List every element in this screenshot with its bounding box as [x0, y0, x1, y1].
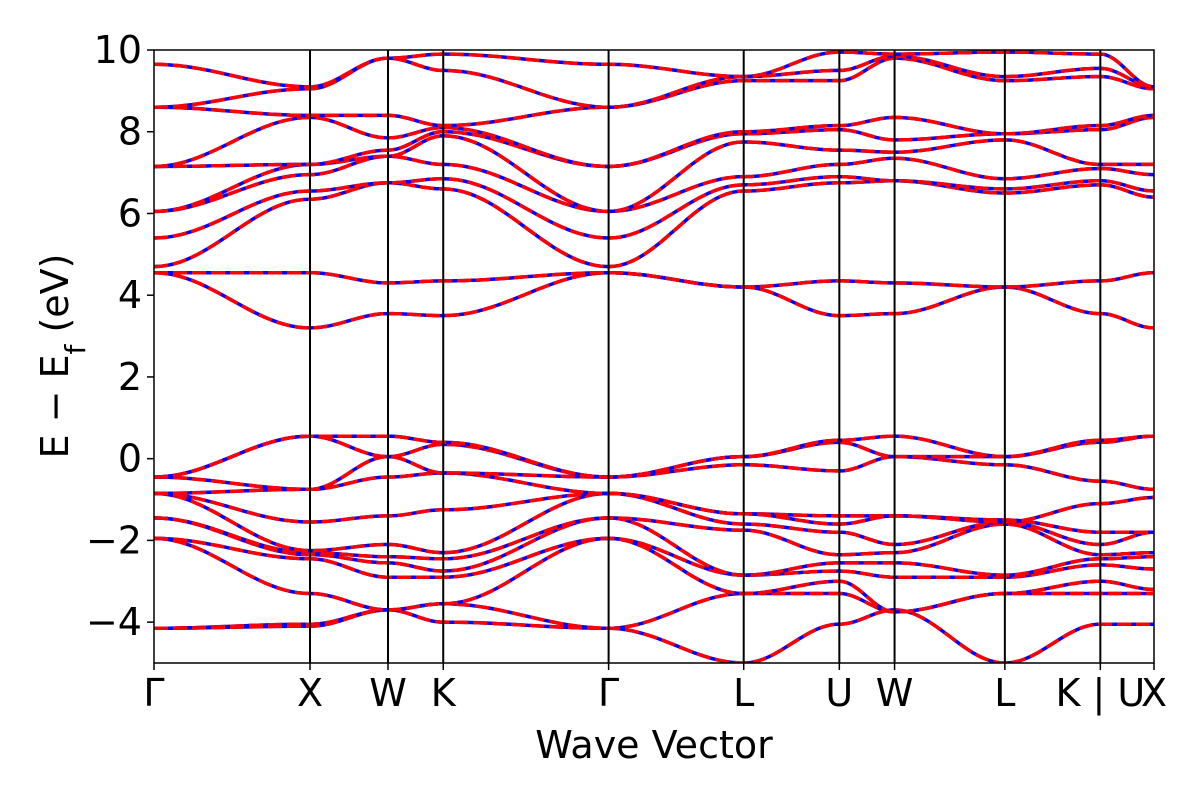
x-tick-label: W: [369, 671, 407, 715]
x-tick-label: Γ: [598, 671, 619, 715]
y-axis-label-prefix: E − E: [33, 354, 77, 458]
y-axis-label-subscript: f: [59, 343, 92, 354]
plot-frame: [153, 49, 1155, 664]
x-tick-label: X: [1141, 671, 1167, 715]
x-tick-label: W: [876, 671, 914, 715]
band-line-primary-16: [154, 174, 1154, 240]
band-line-primary-18: [154, 134, 1154, 214]
kpoint-lines: [309, 50, 1102, 663]
x-tick-label: U: [825, 671, 853, 715]
x-axis-label: Wave Vector: [535, 723, 773, 767]
x-tick-label: K: [431, 671, 457, 715]
y-axis-label: E − Ef (eV): [33, 254, 92, 459]
y-tick-label: 8: [118, 110, 142, 154]
band-line-primary-4: [154, 536, 1154, 579]
y-tick-label: 6: [118, 191, 142, 235]
x-tick-label: L: [733, 671, 754, 715]
band-line-primary-2: [154, 608, 1154, 663]
x-tick-label: Γ: [143, 671, 164, 715]
y-tick-label: 10: [94, 28, 142, 72]
y-axis-ticks: −4 −2 0 2 4 6 8 10: [86, 28, 154, 644]
y-tick-label: 2: [118, 355, 142, 399]
y-tick-label: 4: [118, 273, 142, 317]
x-tick-label: X: [297, 671, 323, 715]
y-tick-label: −4: [86, 600, 142, 644]
y-axis-label-suffix: (eV): [33, 254, 77, 345]
y-tick-label: 0: [118, 437, 142, 481]
x-tick-label: L: [994, 671, 1015, 715]
x-tick-label: K | U: [1055, 671, 1145, 716]
y-tick-label: −2: [86, 518, 142, 562]
